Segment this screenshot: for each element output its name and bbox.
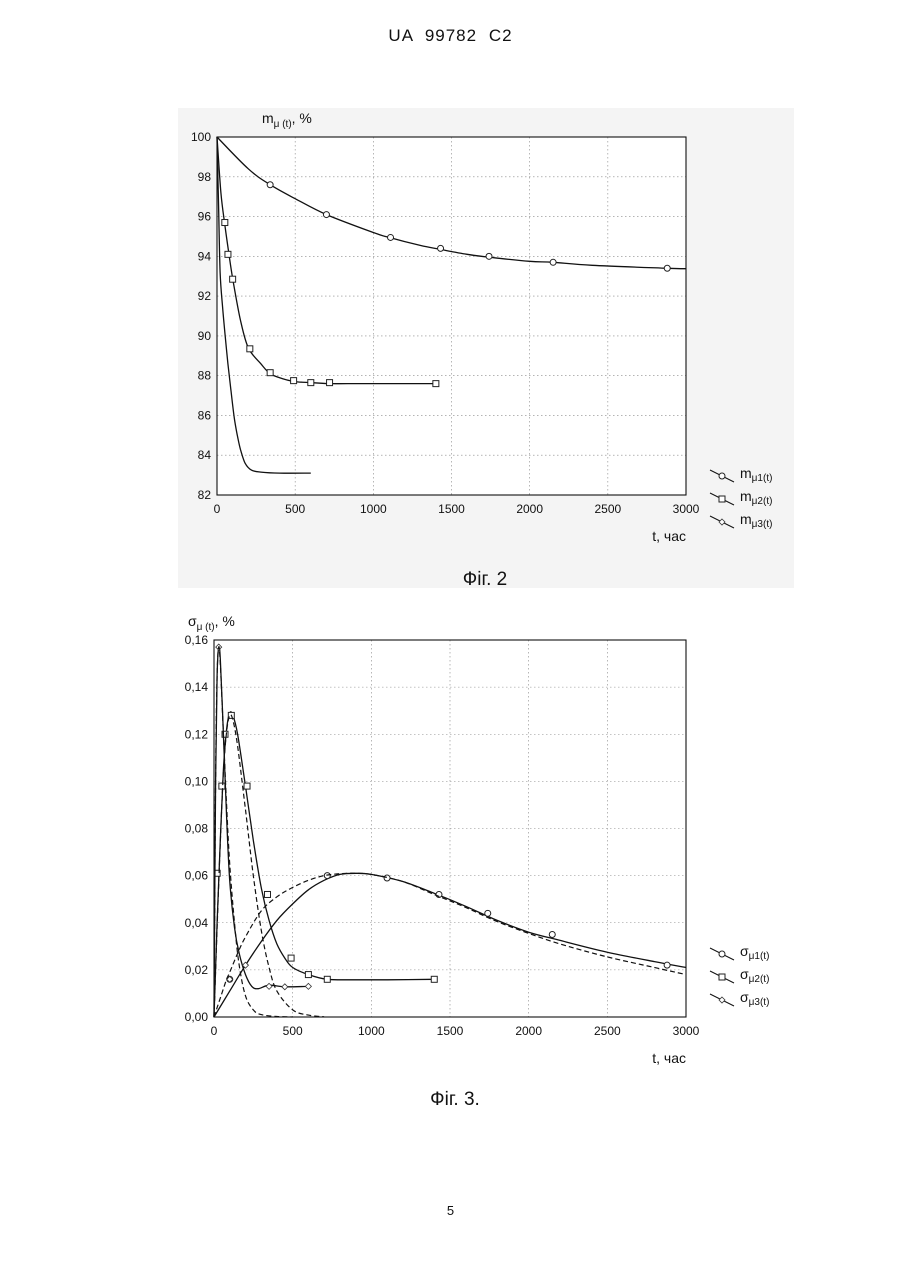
data-point-1: [485, 910, 491, 916]
x-tick-label: 3000: [673, 1024, 700, 1038]
data-point-2: [219, 783, 225, 789]
data-point-2: [244, 783, 250, 789]
x-tick-label: 2500: [594, 1024, 621, 1038]
legend-entry-2: σμ2(t): [740, 966, 769, 985]
data-point-2: [264, 891, 270, 897]
data-point-2: [305, 972, 311, 978]
data-point-1: [664, 962, 670, 968]
legend-marker-2: [719, 974, 725, 980]
y-tick-label: 0,16: [185, 633, 209, 647]
y-tick-label: 0,04: [185, 916, 209, 930]
data-point-2: [431, 976, 437, 982]
x-tick-label: 2000: [515, 1024, 542, 1038]
data-point-1: [324, 873, 330, 879]
data-point-1: [549, 932, 555, 938]
legend-entry-1: σμ1(t): [740, 943, 769, 962]
page-number: 5: [0, 1203, 901, 1218]
legend-marker-1: [719, 951, 725, 957]
y-tick-label: 0,00: [185, 1010, 209, 1024]
y-axis-label: σμ (t), %: [188, 613, 235, 633]
x-tick-label: 500: [283, 1024, 303, 1038]
data-point-2: [288, 955, 294, 961]
x-tick-label: 1500: [437, 1024, 464, 1038]
figure-3-caption: Фіг. 3.: [355, 1089, 555, 1111]
x-axis-label: t, час: [652, 1050, 686, 1066]
figure-3-chart: 0 500 1000 1500 2000 2500 3000 0,00 0,02 0,04 0,06…: [0, 0, 901, 1100]
y-tick-label: 0,02: [185, 963, 209, 977]
y-tick-label: 0,14: [185, 680, 209, 694]
y-tick-label: 0,12: [185, 727, 209, 741]
legend-marker-3: [719, 997, 725, 1003]
y-tick-label: 0,06: [185, 869, 209, 883]
x-tick-label: 1000: [358, 1024, 385, 1038]
y-tick-label: 0,08: [185, 822, 209, 836]
legend-entry-3: σμ3(t): [740, 989, 769, 1008]
data-point-1: [384, 875, 390, 881]
y-tick-label: 0,10: [185, 774, 209, 788]
x-tick-label: 0: [211, 1024, 218, 1038]
data-point-2: [324, 976, 330, 982]
